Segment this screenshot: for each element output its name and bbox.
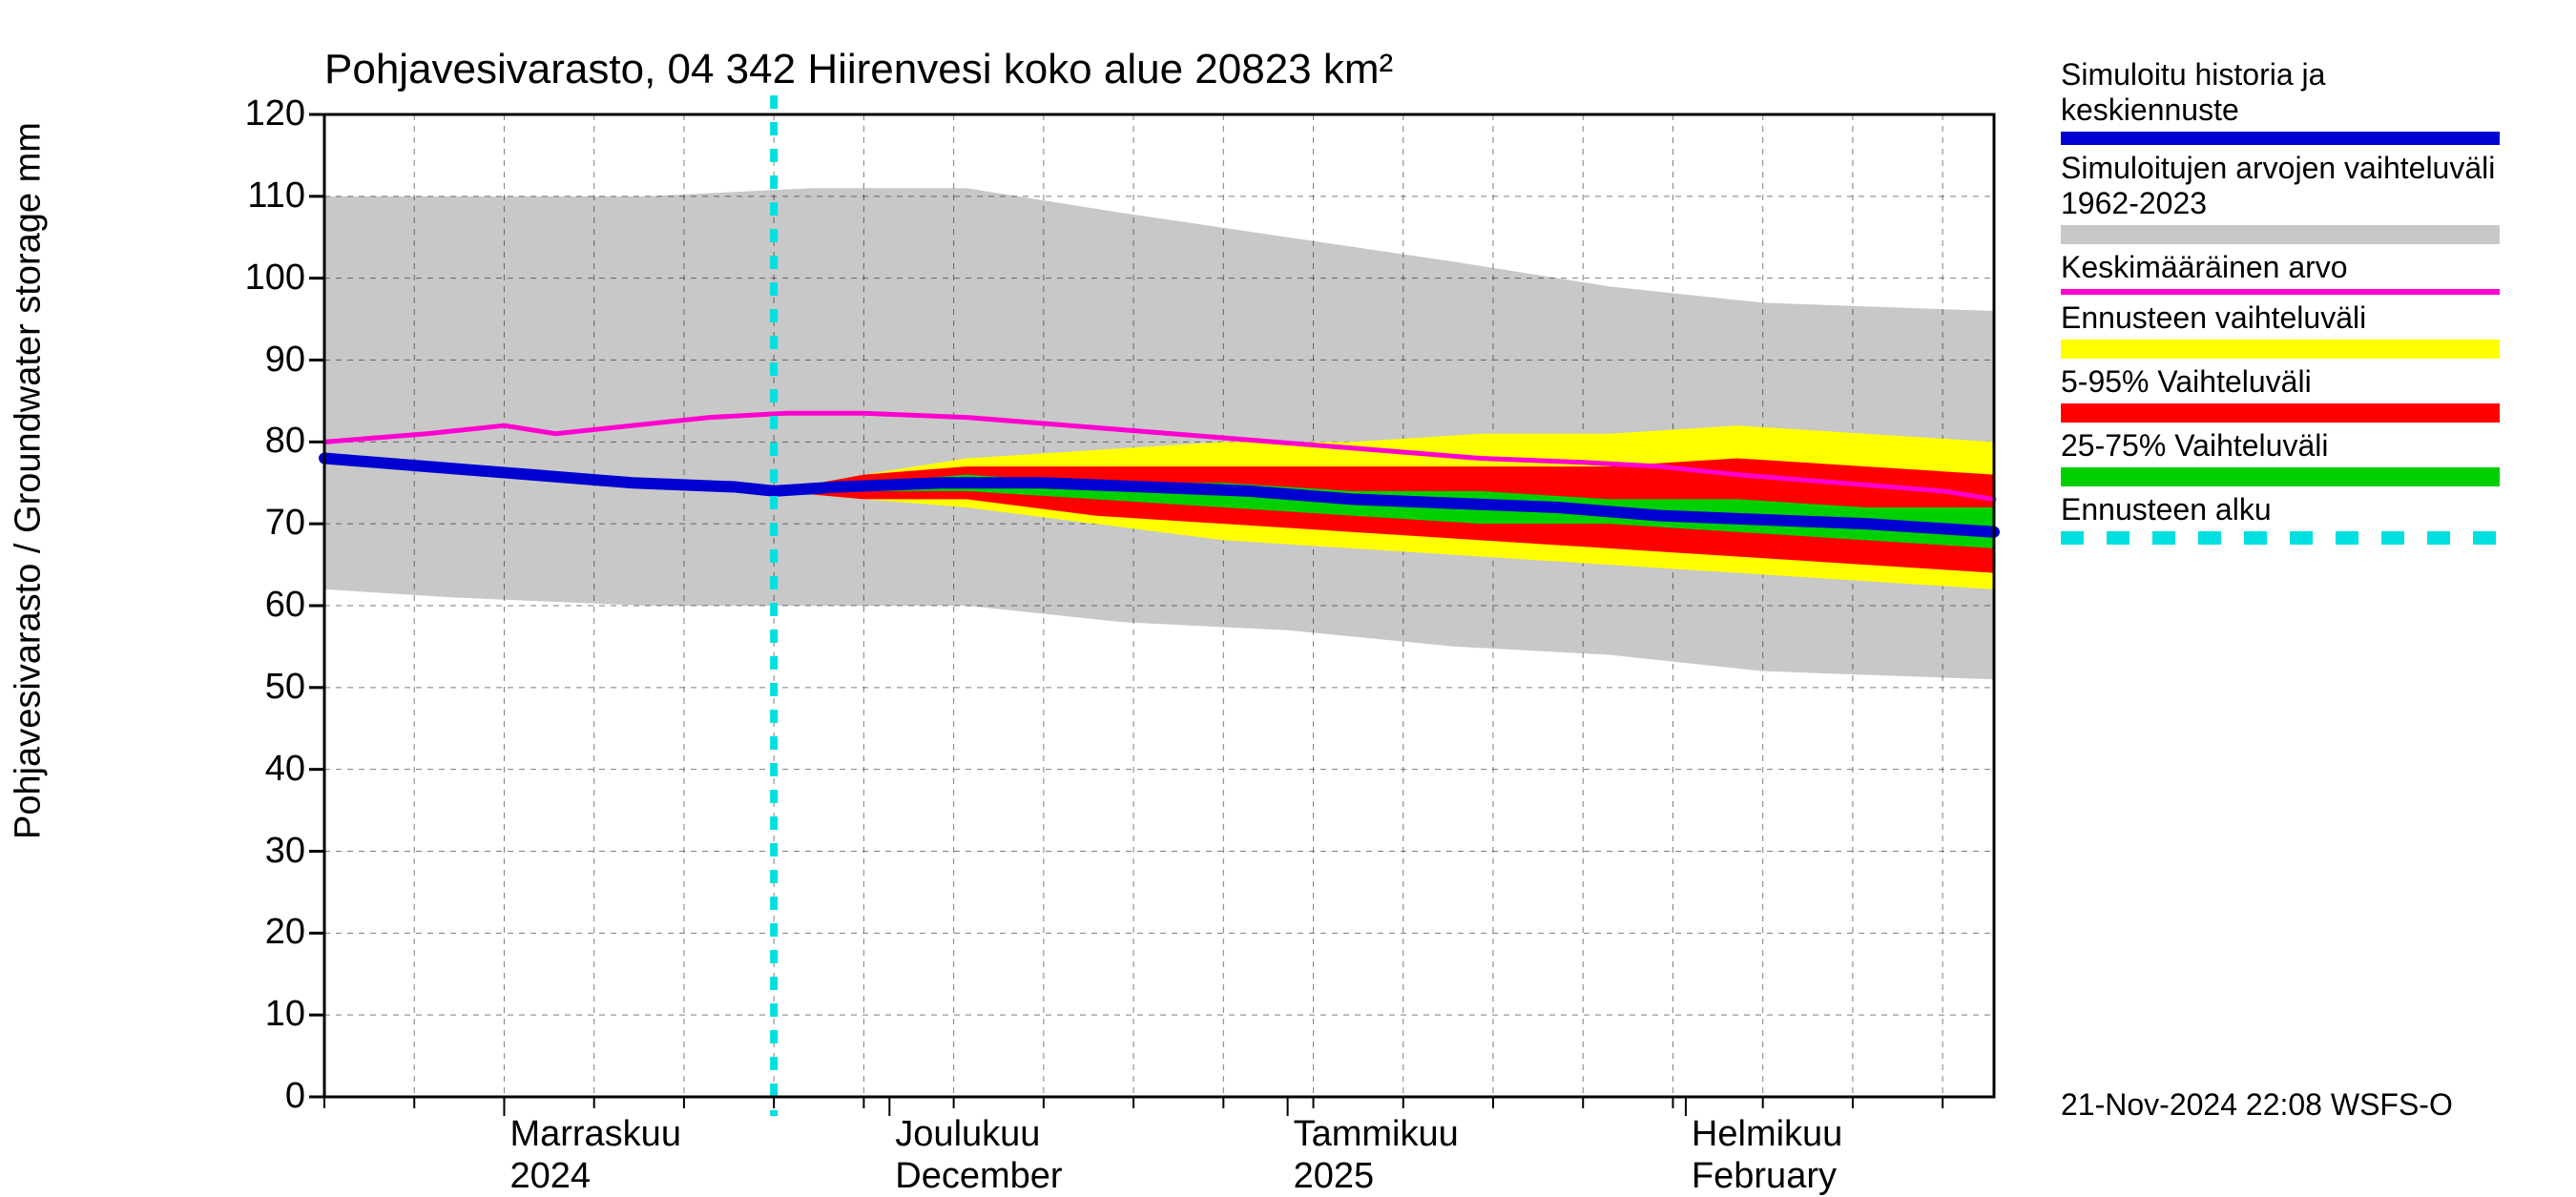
y-tick: 110 bbox=[219, 175, 305, 217]
legend-label: Ennusteen vaihteluväli bbox=[2061, 300, 2500, 336]
legend-entry: 25-75% Vaihteluväli bbox=[2061, 428, 2500, 486]
y-tick: 90 bbox=[219, 340, 305, 381]
legend-label: Ennusteen alku bbox=[2061, 492, 2500, 527]
legend-swatch bbox=[2061, 340, 2500, 359]
legend-entry: Keskimääräinen arvo bbox=[2061, 250, 2500, 295]
y-tick: 50 bbox=[219, 667, 305, 708]
legend-entry: 5-95% Vaihteluväli bbox=[2061, 364, 2500, 423]
legend-label: 25-75% Vaihteluväli bbox=[2061, 428, 2500, 464]
x-tick-sub: December bbox=[895, 1156, 1062, 1197]
legend-label: Simuloitujen arvojen vaihteluväli 1962-2… bbox=[2061, 151, 2500, 221]
legend-swatch bbox=[2061, 225, 2500, 244]
x-tick-month: Joulukuu bbox=[895, 1114, 1040, 1155]
y-tick: 60 bbox=[219, 585, 305, 626]
footer-timestamp: 21-Nov-2024 22:08 WSFS-O bbox=[2061, 1087, 2453, 1123]
y-tick: 100 bbox=[219, 258, 305, 299]
legend-label: Simuloitu historia ja keskiennuste bbox=[2061, 57, 2500, 128]
y-tick: 120 bbox=[219, 93, 305, 134]
x-tick-sub: February bbox=[1692, 1156, 1837, 1197]
y-tick: 30 bbox=[219, 831, 305, 872]
y-tick: 70 bbox=[219, 503, 305, 544]
x-tick-sub: 2025 bbox=[1294, 1156, 1375, 1197]
legend-swatch bbox=[2061, 531, 2500, 545]
legend-label: 5-95% Vaihteluväli bbox=[2061, 364, 2500, 400]
y-tick: 10 bbox=[219, 994, 305, 1035]
y-tick: 40 bbox=[219, 749, 305, 790]
legend-entry: Simuloitujen arvojen vaihteluväli 1962-2… bbox=[2061, 151, 2500, 244]
x-tick-sub: 2024 bbox=[509, 1156, 591, 1197]
legend-label: Keskimääräinen arvo bbox=[2061, 250, 2500, 285]
y-tick: 20 bbox=[219, 912, 305, 953]
legend-entry: Ennusteen alku bbox=[2061, 492, 2500, 545]
legend-entry: Simuloitu historia ja keskiennuste bbox=[2061, 57, 2500, 145]
x-tick-month: Helmikuu bbox=[1692, 1114, 1842, 1155]
legend-swatch bbox=[2061, 132, 2500, 145]
legend-swatch bbox=[2061, 403, 2500, 423]
legend-entry: Ennusteen vaihteluväli bbox=[2061, 300, 2500, 359]
y-tick: 0 bbox=[219, 1076, 305, 1117]
legend: Simuloitu historia ja keskiennuste Simulo… bbox=[2061, 57, 2500, 550]
x-tick-month: Tammikuu bbox=[1294, 1114, 1459, 1155]
chart-container: Pohjavesivarasto / Groundwater storage m… bbox=[0, 0, 2576, 1145]
legend-swatch bbox=[2061, 467, 2500, 486]
y-tick: 80 bbox=[219, 421, 305, 462]
x-tick-month: Marraskuu bbox=[509, 1114, 681, 1155]
legend-swatch bbox=[2061, 289, 2500, 295]
